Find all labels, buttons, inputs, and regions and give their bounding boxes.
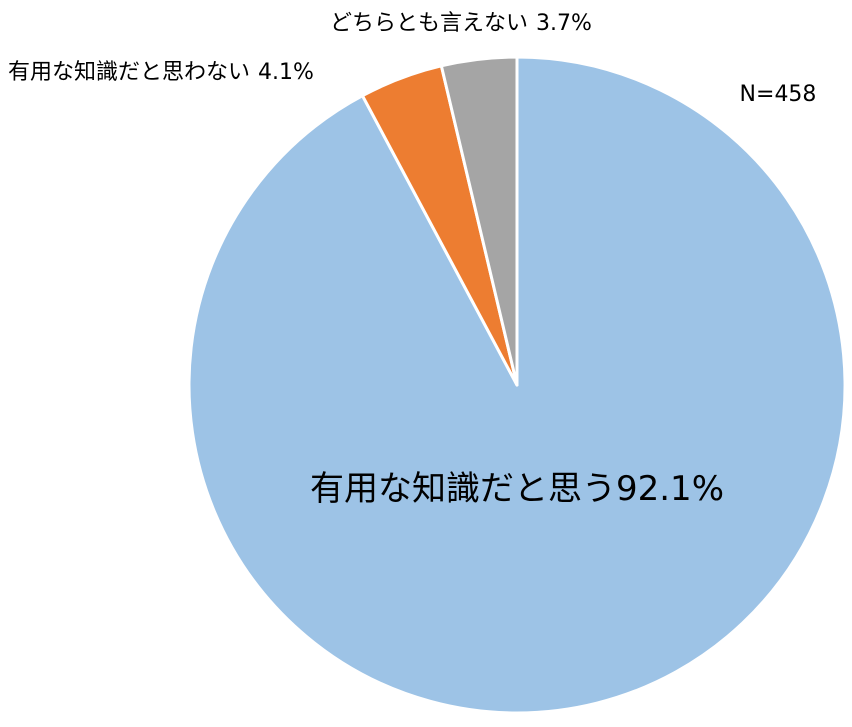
- pie: [187, 55, 847, 715]
- slice-label-name: 有用な知識だと思う: [310, 469, 616, 509]
- slice-label: 有用な知識だと思わない 4.1%: [8, 60, 314, 85]
- slice-label-name: どちらとも言えない: [330, 11, 528, 36]
- slice-label: どちらとも言えない 3.7%: [330, 11, 592, 36]
- slice-label-value: 4.1%: [258, 60, 314, 85]
- pie-slice: [439, 55, 519, 387]
- slice-label: 有用な知識だと思う92.1%: [310, 469, 724, 509]
- slice-label-value: 92.1%: [616, 469, 724, 509]
- slice-label-name: 有用な知識だと思わない: [8, 60, 250, 85]
- annotation: N=458: [740, 82, 817, 107]
- slice-label-value: 3.7%: [536, 11, 592, 36]
